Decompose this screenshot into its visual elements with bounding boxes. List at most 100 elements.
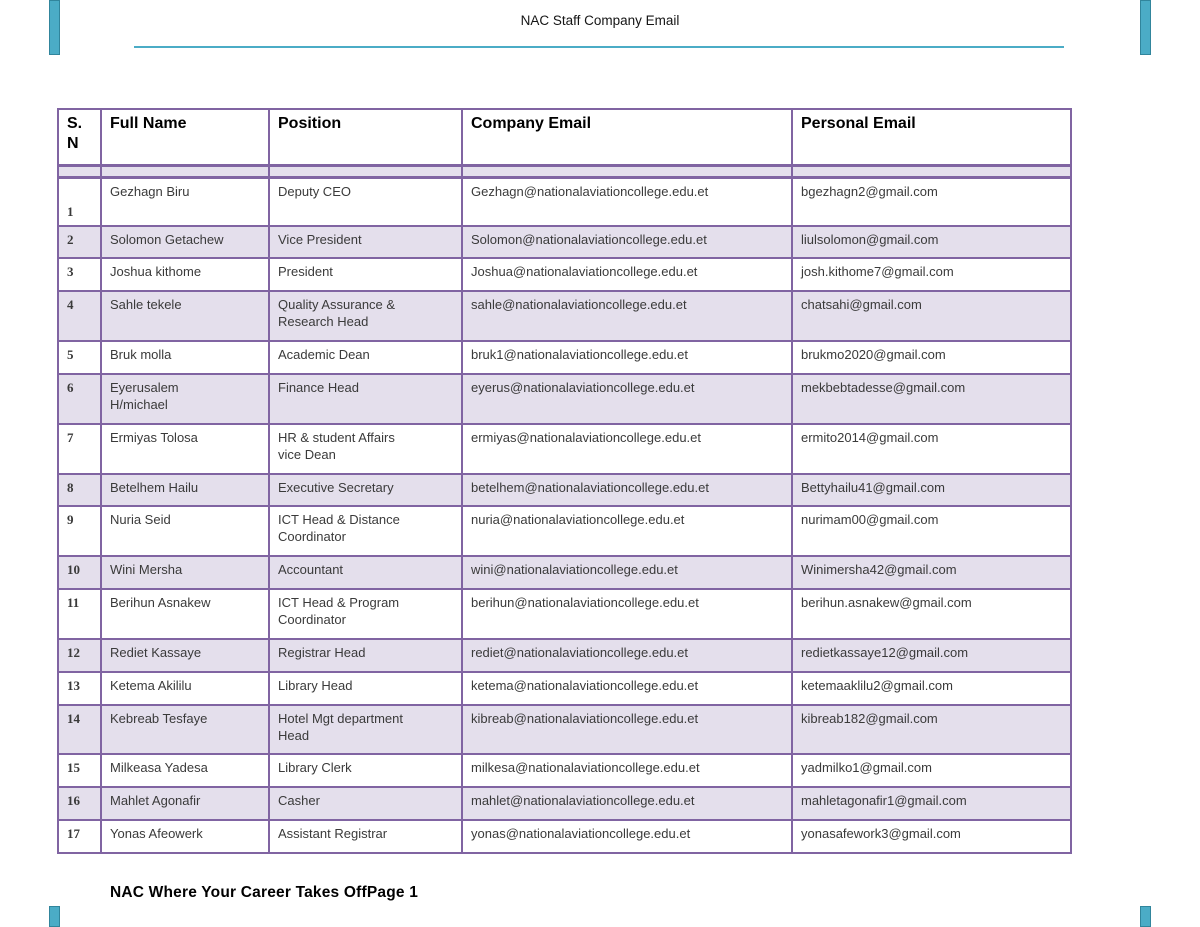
table-row: 16 Mahlet Agonafir Casher mahlet@nationalav… bbox=[57, 786, 1072, 822]
cell-full-name: Joshua kithome bbox=[100, 257, 270, 293]
cell-full-name bbox=[100, 164, 270, 179]
cell-personal-email: yonasafework3@gmail.com bbox=[791, 819, 1072, 855]
cell-full-name: Kebreab Tesfaye bbox=[100, 703, 270, 756]
cell-position: Casher bbox=[268, 786, 463, 822]
corner-mark-top-left bbox=[49, 0, 60, 55]
cell-sn: 15 bbox=[57, 753, 102, 789]
footer-slogan: NAC Where Your Career Takes Off bbox=[110, 884, 367, 901]
cell-sn: 16 bbox=[57, 786, 102, 822]
cell-full-name: Nuria Seid bbox=[100, 505, 270, 558]
cell-company-email: ermiyas@nationalaviationcollege.edu.et bbox=[461, 422, 793, 475]
cell-position: Library Clerk bbox=[268, 753, 463, 789]
table-body: 1 Gezhagn Biru Deputy CEO Gezhagn@nationala… bbox=[57, 164, 1072, 855]
cell-company-email: rediet@nationalaviationcollege.edu.et bbox=[461, 637, 793, 673]
footer-page-number: Page 1 bbox=[366, 884, 419, 901]
cell-full-name: Gezhagn Biru bbox=[100, 176, 270, 227]
table-row: 3 Joshua kithome President Joshua@nationala… bbox=[57, 257, 1072, 293]
cell-position: Hotel Mgt department Head bbox=[268, 703, 463, 756]
cell-company-email: bruk1@nationalaviationcollege.edu.et bbox=[461, 340, 793, 375]
cell-position: President bbox=[268, 257, 463, 293]
cell-full-name: Milkeasa Yadesa bbox=[100, 753, 270, 789]
cell-sn: 5 bbox=[57, 340, 102, 375]
cell-full-name: Wini Mersha bbox=[100, 555, 270, 591]
cell-personal-email: ermito2014@gmail.com bbox=[791, 422, 1072, 475]
cell-full-name: Solomon Getachew bbox=[100, 224, 270, 260]
cell-personal-email: redietkassaye12@gmail.com bbox=[791, 637, 1072, 673]
table-row: 17 Yonas Afeowerk Assistant Registrar yonas… bbox=[57, 819, 1072, 855]
cell-position bbox=[268, 164, 463, 179]
table-row: 9 Nuria Seid ICT Head & Distance Coordinat… bbox=[57, 505, 1072, 558]
cell-sn: 11 bbox=[57, 588, 102, 640]
cell-position: Registrar Head bbox=[268, 637, 463, 673]
staff-email-table: S. N Full Name Position Company Email Person… bbox=[57, 108, 1072, 855]
cell-position: Executive Secretary bbox=[268, 472, 463, 508]
cell-company-email: berihun@nationalaviationcollege.edu.et bbox=[461, 588, 793, 640]
table-row: 12 Rediet Kassaye Registrar Head rediet@nat… bbox=[57, 637, 1072, 673]
cell-full-name: Berihun Asnakew bbox=[100, 588, 270, 640]
cell-personal-email bbox=[791, 164, 1072, 179]
table-spacer-row bbox=[57, 164, 1072, 179]
cell-personal-email: nurimam00@gmail.com bbox=[791, 505, 1072, 558]
column-header-position: Position bbox=[268, 108, 463, 167]
cell-sn: 12 bbox=[57, 637, 102, 673]
cell-full-name: Rediet Kassaye bbox=[100, 637, 270, 673]
table-row: 11 Berihun Asnakew ICT Head & Program Coor… bbox=[57, 588, 1072, 640]
cell-sn: 3 bbox=[57, 257, 102, 293]
cell-company-email: Solomon@nationalaviationcollege.edu.et bbox=[461, 224, 793, 260]
table-row: 5 Bruk molla Academic Dean bruk1@nationalav… bbox=[57, 340, 1072, 375]
cell-company-email: sahle@nationalaviationcollege.edu.et bbox=[461, 290, 793, 343]
cell-position: Academic Dean bbox=[268, 340, 463, 375]
cell-personal-email: Bettyhailu41@gmail.com bbox=[791, 472, 1072, 508]
cell-company-email: eyerus@nationalaviationcollege.edu.et bbox=[461, 372, 793, 425]
cell-personal-email: yadmilko1@gmail.com bbox=[791, 753, 1072, 789]
cell-position: Assistant Registrar bbox=[268, 819, 463, 855]
table-row: 14 Kebreab Tesfaye Hotel Mgt department He… bbox=[57, 703, 1072, 756]
cell-company-email: milkesa@nationalaviationcollege.edu.et bbox=[461, 753, 793, 789]
table-row: 10 Wini Mersha Accountant wini@nationalavia… bbox=[57, 555, 1072, 591]
cell-sn: 4 bbox=[57, 290, 102, 343]
column-header-company-email: Company Email bbox=[461, 108, 793, 167]
table-row: 2 Solomon Getachew Vice President Solomon@n… bbox=[57, 224, 1072, 260]
cell-position: HR & student Affairs vice Dean bbox=[268, 422, 463, 475]
cell-position: ICT Head & Program Coordinator bbox=[268, 588, 463, 640]
corner-mark-top-right bbox=[1140, 0, 1151, 55]
cell-company-email: mahlet@nationalaviationcollege.edu.et bbox=[461, 786, 793, 822]
cell-company-email bbox=[461, 164, 793, 179]
cell-full-name: Ermiyas Tolosa bbox=[100, 422, 270, 475]
cell-position: Vice President bbox=[268, 224, 463, 260]
cell-sn: 7 bbox=[57, 422, 102, 475]
cell-position: Deputy CEO bbox=[268, 176, 463, 227]
cell-personal-email: chatsahi@gmail.com bbox=[791, 290, 1072, 343]
table-row: 13 Ketema Akililu Library Head ketema@natio… bbox=[57, 670, 1072, 706]
column-header-sn: S. N bbox=[57, 108, 102, 167]
cell-sn: 17 bbox=[57, 819, 102, 855]
cell-sn: 14 bbox=[57, 703, 102, 756]
table-header-row: S. N Full Name Position Company Email Person… bbox=[57, 108, 1072, 167]
cell-personal-email: kibreab182@gmail.com bbox=[791, 703, 1072, 756]
cell-personal-email: bgezhagn2@gmail.com bbox=[791, 176, 1072, 227]
corner-mark-bottom-right bbox=[1140, 906, 1151, 927]
column-header-full-name: Full Name bbox=[100, 108, 270, 167]
cell-sn: 2 bbox=[57, 224, 102, 260]
cell-company-email: nuria@nationalaviationcollege.edu.et bbox=[461, 505, 793, 558]
header-row: S. N Full Name Position Company Email Person… bbox=[57, 108, 1072, 167]
cell-position: Quality Assurance & Research Head bbox=[268, 290, 463, 343]
cell-personal-email: berihun.asnakew@gmail.com bbox=[791, 588, 1072, 640]
cell-personal-email: mahletagonafir1@gmail.com bbox=[791, 786, 1072, 822]
cell-sn: 1 bbox=[57, 176, 102, 227]
cell-company-email: wini@nationalaviationcollege.edu.et bbox=[461, 555, 793, 591]
table-row: 6 Eyerusalem H/michael Finance Head eyerus@… bbox=[57, 372, 1072, 425]
cell-sn: 10 bbox=[57, 555, 102, 591]
cell-personal-email: josh.kithome7@gmail.com bbox=[791, 257, 1072, 293]
table-row: 15 Milkeasa Yadesa Library Clerk milkesa@na… bbox=[57, 753, 1072, 789]
table-row: 8 Betelhem Hailu Executive Secretary betelh… bbox=[57, 472, 1072, 508]
cell-sn: 9 bbox=[57, 505, 102, 558]
column-header-personal-email: Personal Email bbox=[791, 108, 1072, 167]
cell-full-name: Betelhem Hailu bbox=[100, 472, 270, 508]
cell-position: ICT Head & Distance Coordinator bbox=[268, 505, 463, 558]
table-row: 1 Gezhagn Biru Deputy CEO Gezhagn@nationala… bbox=[57, 176, 1072, 227]
cell-position: Library Head bbox=[268, 670, 463, 706]
cell-company-email: Gezhagn@nationalaviationcollege.edu.et bbox=[461, 176, 793, 227]
cell-sn: 13 bbox=[57, 670, 102, 706]
